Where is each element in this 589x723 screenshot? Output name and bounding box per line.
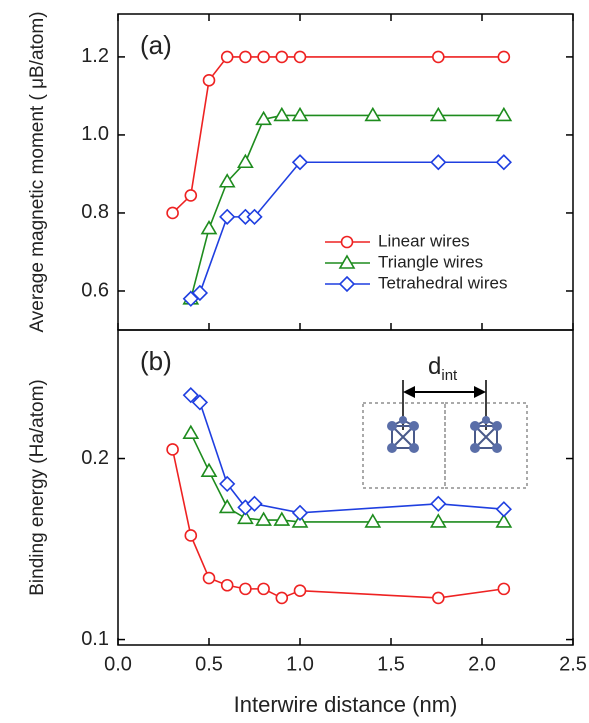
marker [202,222,216,234]
marker [431,155,445,169]
marker [220,210,234,224]
marker [258,583,269,594]
marker [220,500,234,512]
y-axis-label: Binding energy (Ha/atom) [27,379,48,596]
y-axis-label: Average magnetic moment ( μB/atom) [27,11,48,332]
inset-label: dint [428,353,458,384]
series-line [191,395,504,513]
marker [222,580,233,591]
marker [184,426,198,438]
series-line [191,433,504,522]
marker [497,108,511,120]
legend-label: Triangle wires [378,252,483,271]
legend-label: Tetrahedral wires [378,273,507,292]
legend-marker [340,277,354,291]
marker [240,583,251,594]
marker [276,51,287,62]
marker [433,51,444,62]
y-tick-label: 0.6 [81,279,109,301]
marker [293,506,307,520]
inset: dint [363,353,527,488]
panel-label: (b) [140,346,172,376]
marker [366,108,380,120]
y-tick-label: 0.8 [81,201,109,223]
marker [238,155,252,167]
inset-arrow-head [474,386,486,398]
marker [275,108,289,120]
x-axis-label: Interwire distance (nm) [234,692,458,717]
legend-marker [342,237,353,248]
marker [293,108,307,120]
panel-label: (a) [140,30,172,60]
marker [167,444,178,455]
legend-marker [340,256,354,268]
marker [431,515,445,527]
marker [431,497,445,511]
x-tick-label: 1.0 [286,653,314,675]
marker [497,502,511,516]
marker [275,513,289,525]
marker [498,583,509,594]
marker [431,108,445,120]
inset-arrow-head [403,386,415,398]
y-tick-label: 1.0 [81,123,109,145]
y-tick-label: 0.2 [81,447,109,469]
marker [185,190,196,201]
y-tick-label: 0.1 [81,628,109,650]
y-tick-label: 1.2 [81,45,109,67]
x-tick-label: 2.0 [468,653,496,675]
inset-box [363,403,445,488]
marker [295,51,306,62]
marker [258,51,269,62]
marker [276,592,287,603]
series-line [173,57,504,213]
marker [202,464,216,476]
marker [167,207,178,218]
marker [185,530,196,541]
marker [366,515,380,527]
x-tick-label: 1.5 [377,653,405,675]
marker [295,585,306,596]
marker [498,51,509,62]
marker [240,51,251,62]
marker [497,155,511,169]
marker [220,477,234,491]
plot-frame [118,330,573,645]
inset-label-main: d [428,353,441,380]
marker [204,75,215,86]
x-tick-label: 0.5 [195,653,223,675]
legend-label: Linear wires [378,231,470,250]
x-tick-label: 2.5 [559,653,587,675]
inset-label-sub: int [441,367,458,384]
marker [204,573,215,584]
x-tick-label: 0.0 [104,653,132,675]
marker [222,51,233,62]
marker [433,592,444,603]
series-line [173,449,504,597]
chart: dint 0.6 0.8 1.0 1.2 (a) Average magnetic mom… [0,0,589,723]
